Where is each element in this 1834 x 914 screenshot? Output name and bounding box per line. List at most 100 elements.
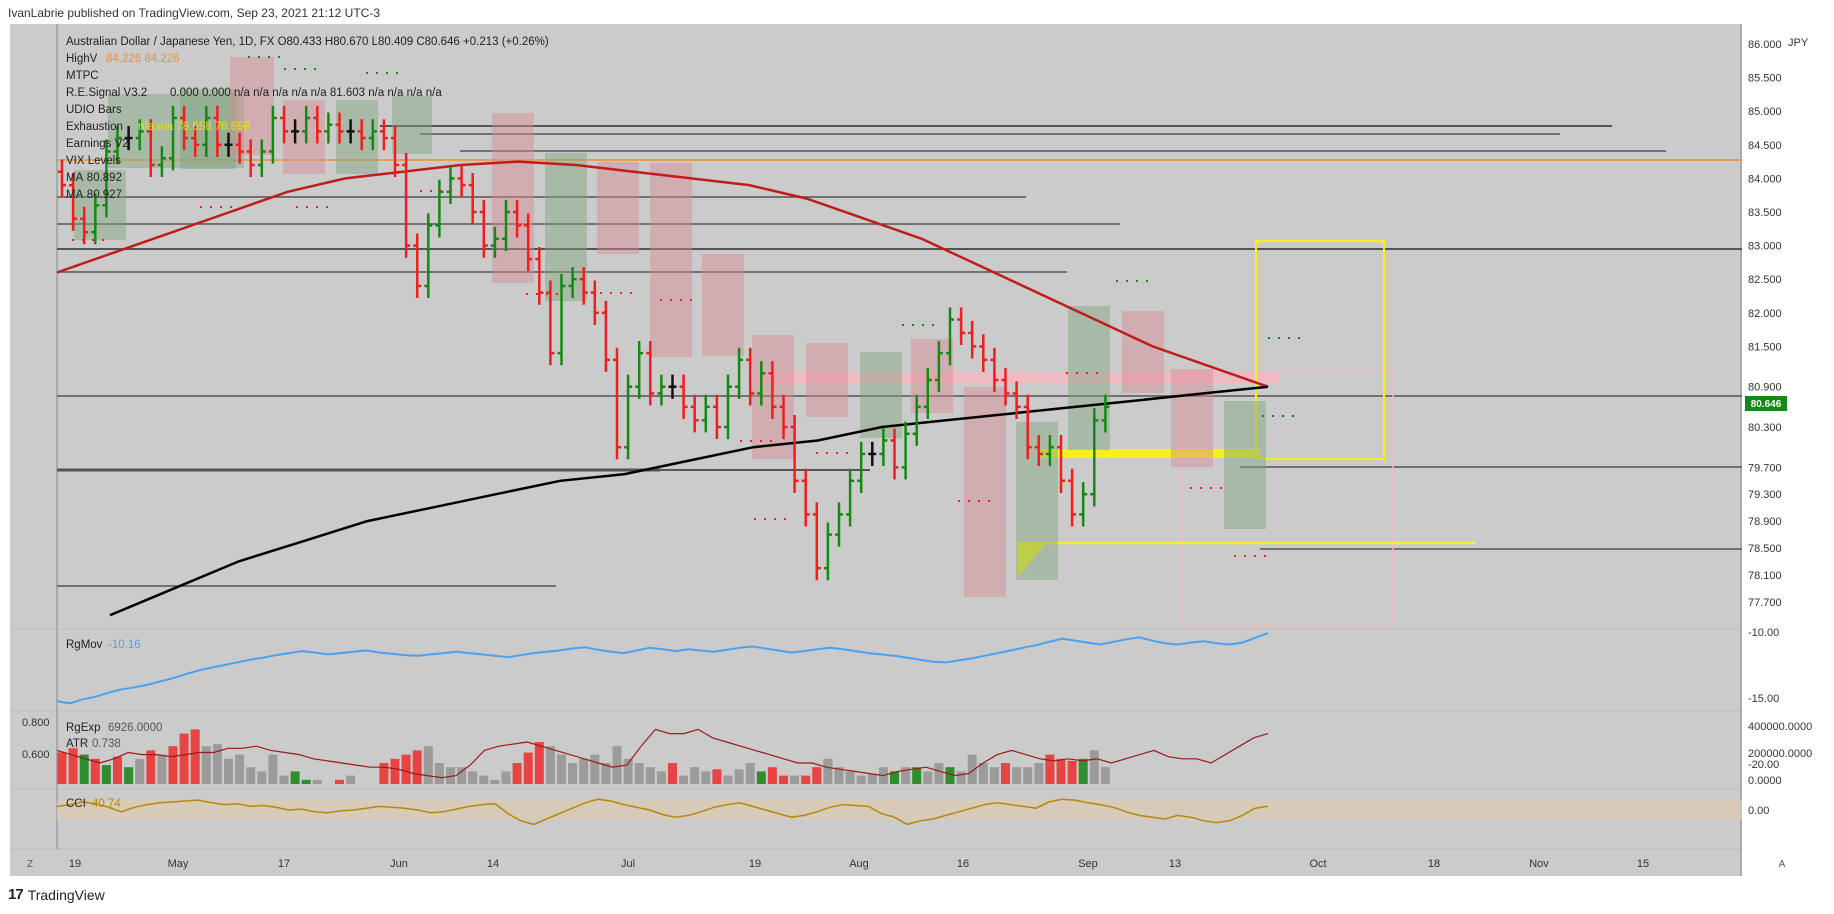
- rgexp-bar: [989, 767, 999, 784]
- time-tick-label: 16: [957, 858, 969, 870]
- price-tick-label: 77.700: [1748, 597, 1782, 609]
- legend-value: n/a n/a 78.658 78.658: [138, 121, 250, 133]
- ohlc-bar: [291, 119, 300, 144]
- rgexp-bar: [412, 750, 422, 784]
- signal-dot: [600, 292, 602, 294]
- main-pane[interactable]: [10, 24, 1742, 628]
- indicator-legend: Australian Dollar / Japanese Yen, 1D, FX…: [66, 36, 549, 201]
- price-tick-label: 85.500: [1748, 73, 1782, 85]
- rgexp-value: 6926.0000: [108, 722, 162, 734]
- rgexp-bar: [124, 767, 134, 784]
- ohlc-bar: [912, 394, 921, 446]
- signal-dot: [420, 190, 422, 192]
- signal-dot: [620, 292, 622, 294]
- signal-dot: [258, 56, 260, 58]
- tradingview-logo-icon[interactable]: 17: [8, 886, 24, 903]
- ohlc-bar: [1079, 482, 1088, 527]
- time-tick-label: 19: [749, 858, 761, 870]
- rgexp-bar: [79, 754, 89, 784]
- cci-tick: 0.00: [1748, 805, 1769, 817]
- signal-dot: [1116, 280, 1118, 282]
- ohlc-bar: [446, 166, 455, 204]
- rgexp-bar: [579, 758, 589, 784]
- rgexp-bar: [534, 742, 544, 784]
- signal-dot: [92, 239, 94, 241]
- legend-value: 0.000 0.000 n/a n/a n/a n/a n/a 81.603 n…: [170, 87, 442, 99]
- ohlc-bar: [146, 119, 155, 178]
- time-tick-label: Sep: [1078, 858, 1098, 870]
- rgexp-bar: [113, 756, 122, 784]
- ohlc-bar: [1012, 381, 1021, 419]
- ohlc-bar: [901, 421, 910, 480]
- rgexp-bar: [901, 767, 911, 784]
- signal-dot: [1254, 555, 1256, 557]
- auto-scale-icon[interactable]: A: [1779, 859, 1786, 870]
- rgexp-bar: [634, 763, 644, 784]
- rgexp-bar: [335, 779, 344, 784]
- signal-dot: [1096, 372, 1098, 374]
- ohlc-bar: [535, 246, 544, 305]
- signal-box: [860, 352, 902, 438]
- legend-name: Earnings V2: [66, 138, 129, 150]
- ohlc-bar: [268, 105, 277, 164]
- signal-dot: [760, 440, 762, 442]
- signal-dot: [248, 56, 250, 58]
- atr-value: 0.738: [92, 738, 121, 750]
- rgexp-bar: [1067, 760, 1077, 784]
- price-tick-label: 83.500: [1748, 207, 1782, 219]
- chart-stage[interactable]: 86.000 85.500 85.000 84.500 84.000 83.500 83.0…: [0, 0, 1834, 880]
- legend-name: Exhaustion: [66, 121, 123, 133]
- time-axis-labels[interactable]: 19 May 17 Jun 14 Jul 19 Aug 16 Sep 13 Oct 18 Nov 15: [69, 858, 1649, 870]
- ohlc-bar: [502, 199, 510, 251]
- ohlc-bar: [1068, 468, 1077, 527]
- rgmov-pane[interactable]: [10, 630, 1742, 710]
- ohlc-bar: [102, 139, 111, 218]
- time-tick-label: 13: [1169, 858, 1181, 870]
- moving-averages: [56, 160, 1269, 617]
- legend-value: 80.927: [87, 189, 122, 201]
- signal-box: [1122, 311, 1164, 393]
- ohlc-bar: [357, 119, 366, 151]
- rgexp-bar: [1012, 767, 1022, 784]
- rgexp-bar: [434, 763, 444, 784]
- signal-dot: [968, 500, 970, 502]
- rgexp-bar: [790, 775, 800, 784]
- rgexp-bar: [745, 763, 755, 784]
- time-axis[interactable]: [10, 850, 1742, 876]
- ohlc-bar: [1045, 435, 1054, 467]
- signal-dot: [1146, 280, 1148, 282]
- signal-dot: [1066, 372, 1068, 374]
- ohlc-bar: [224, 132, 233, 157]
- signal-dot: [72, 239, 74, 241]
- rgexp-bar: [479, 775, 489, 784]
- signal-dot: [316, 206, 318, 208]
- price-axis[interactable]: 86.000 85.500 85.000 84.500 84.000 83.500 83.0…: [1748, 39, 1782, 609]
- rgexp-bar: [168, 746, 178, 784]
- rgexp-bar: [668, 763, 677, 784]
- cci-indicator: CCI 40.74 0.00: [56, 798, 1769, 826]
- rgexp-bar: [268, 754, 278, 784]
- rgexp-bar: [301, 779, 311, 784]
- ohlc-bar: [246, 139, 255, 178]
- rgexp-bar: [590, 754, 600, 784]
- ohlc-bar: [368, 119, 377, 151]
- ohlc-bar: [668, 374, 677, 399]
- rgexp-bar: [512, 763, 522, 784]
- rgexp-bar: [945, 767, 955, 784]
- signal-dot: [1234, 555, 1236, 557]
- rgexp-left-tick: 0.800: [22, 717, 50, 729]
- signal-dot: [784, 518, 786, 520]
- price-tick-label: 85.000: [1748, 106, 1782, 118]
- rgexp-bar: [656, 771, 666, 784]
- ohlc-bar: [746, 347, 755, 406]
- ohlc-bar: [801, 468, 810, 527]
- rgexp-bar: [912, 767, 922, 784]
- ohlc-bar: [324, 112, 333, 144]
- signal-box: [1171, 369, 1213, 467]
- signal-dot: [690, 299, 692, 301]
- zoom-icon[interactable]: Z: [27, 859, 33, 870]
- price-tick-label: 83.000: [1748, 241, 1782, 253]
- price-tick-label: 81.500: [1748, 341, 1782, 353]
- signal-dot: [1136, 280, 1138, 282]
- ohlc-bar: [135, 119, 144, 151]
